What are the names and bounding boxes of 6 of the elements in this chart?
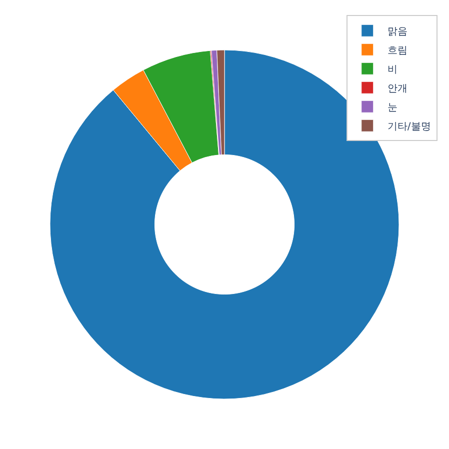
legend-label: 비 <box>387 64 398 76</box>
legend-label: 눈 <box>387 102 398 114</box>
legend-label: 흐림 <box>387 46 408 56</box>
legend-label: 기타/불명 <box>387 122 431 132</box>
legend-label: 맑음 <box>387 26 408 38</box>
legend-label: 안개 <box>387 84 408 94</box>
